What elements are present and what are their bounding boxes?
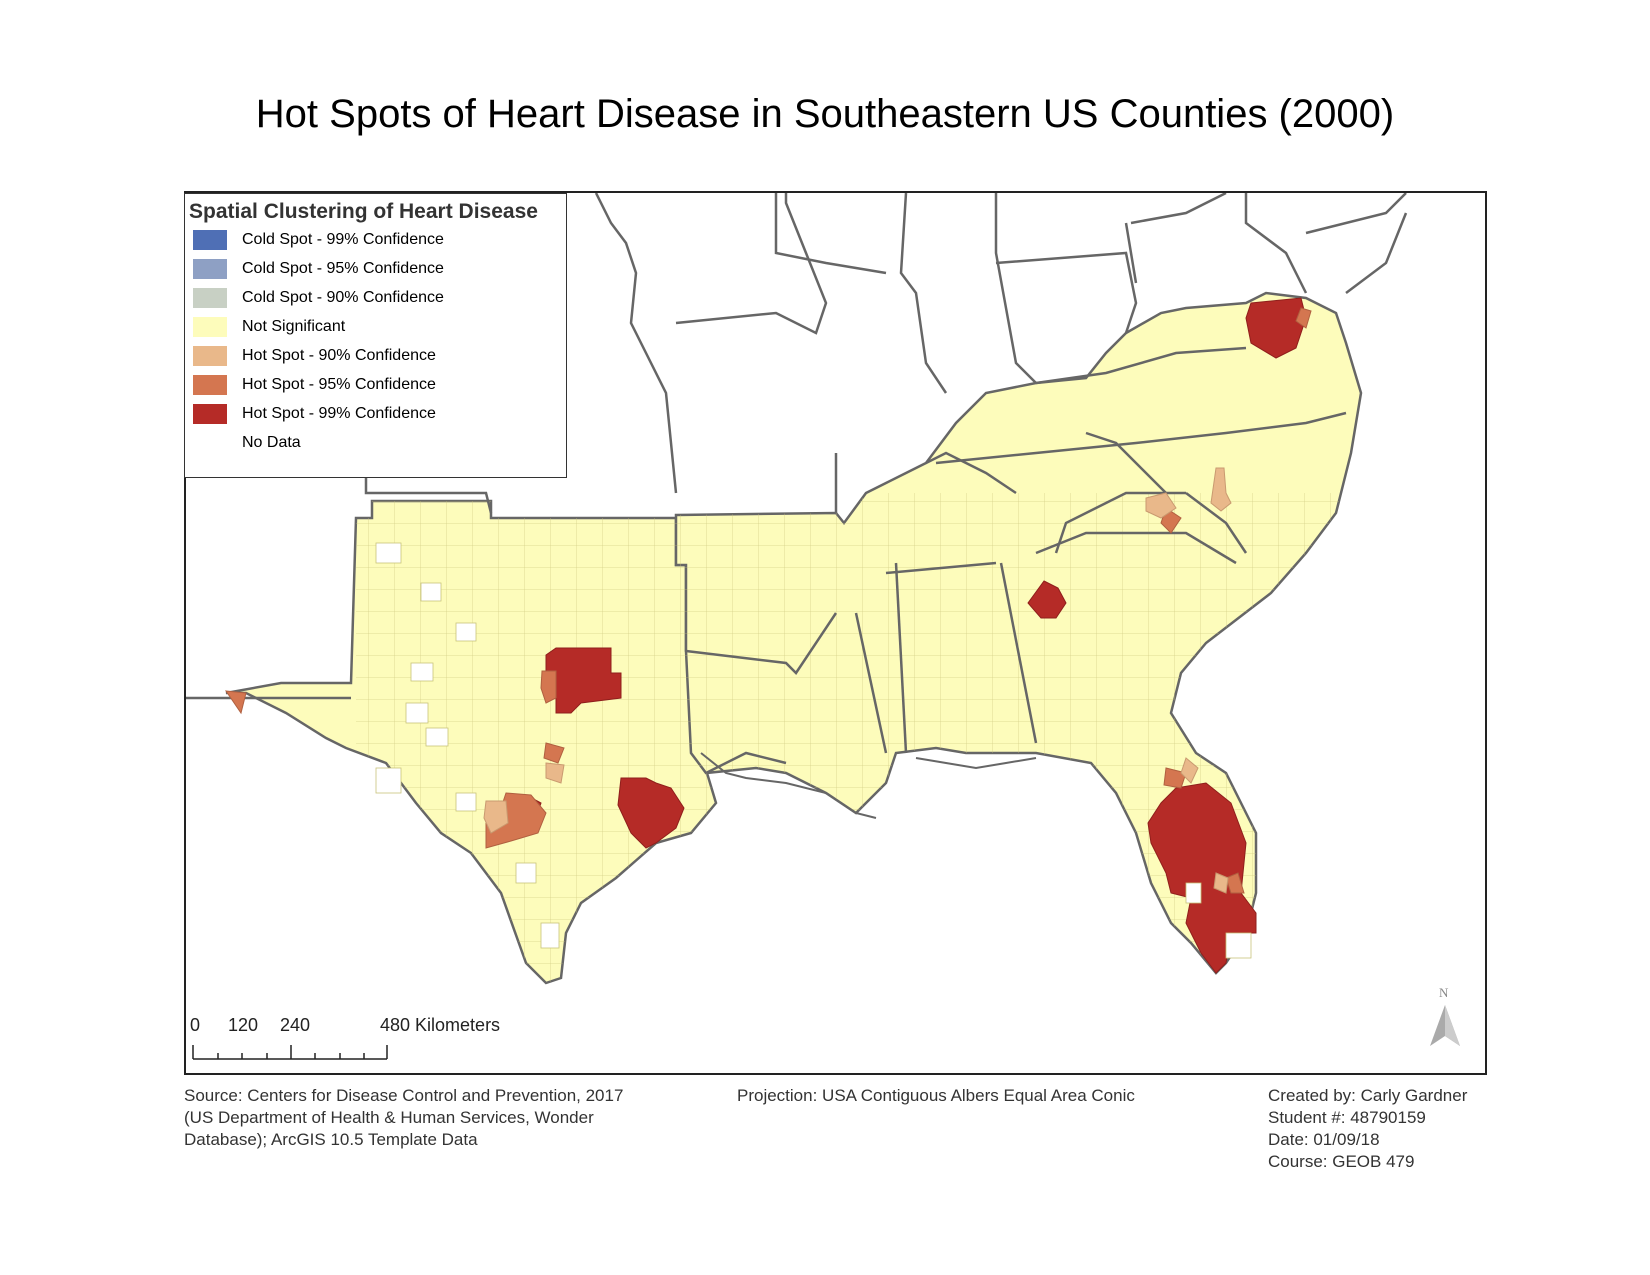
legend-swatch: [193, 346, 227, 366]
credits-line: Date: 01/09/18: [1268, 1130, 1380, 1149]
coastline: [700, 752, 1037, 819]
scale-bar-ticks: [192, 1045, 388, 1060]
source-line: (US Department of Health & Human Service…: [184, 1108, 594, 1127]
legend-label: Hot Spot - 95% Confidence: [242, 376, 436, 393]
scale-label-240: 240: [280, 1015, 311, 1035]
legend-swatch: [193, 317, 227, 337]
legend-swatch: [193, 259, 227, 279]
legend-swatch: [193, 230, 227, 250]
state-boundaries: [186, 193, 1408, 775]
map-canvas: [186, 193, 1408, 985]
north-arrow-icon: [1430, 1005, 1460, 1046]
map-frame: [184, 191, 1487, 1075]
hot-spots-99: [523, 297, 1307, 974]
legend: Spatial Clustering of Heart Disease Cold…: [184, 193, 567, 478]
hot-spot-houston: [617, 777, 685, 849]
legend-label: Cold Spot - 99% Confidence: [242, 231, 444, 248]
projection-line: Projection: USA Contiguous Albers Equal …: [737, 1086, 1135, 1105]
projection-text: Projection: USA Contiguous Albers Equal …: [737, 1085, 1135, 1107]
hot-spot-atlanta: [1027, 580, 1067, 619]
hot-spot-florida: [1147, 782, 1257, 974]
scale-label-480: 480 Kilometers: [380, 1015, 501, 1035]
legend-label: Cold Spot - 90% Confidence: [242, 289, 444, 306]
hot-spots-95: [224, 307, 1312, 894]
legend-label: Hot Spot - 99% Confidence: [242, 405, 436, 422]
legend-swatch: [193, 288, 227, 308]
credits-line: Course: GEOB 479: [1268, 1152, 1415, 1171]
source-line: Source: Centers for Disease Control and …: [184, 1086, 624, 1105]
legend-label: Cold Spot - 95% Confidence: [242, 260, 444, 277]
hot-spot-dc-baltimore: [1245, 297, 1307, 359]
no-data-counties: [375, 542, 1252, 959]
north-arrow: N: [1426, 985, 1466, 1055]
hot-spot-dfw: [545, 647, 622, 714]
legend-label: Not Significant: [242, 318, 346, 335]
legend-title: Spatial Clustering of Heart Disease: [189, 200, 538, 223]
legend-swatch: [193, 433, 227, 453]
source-line: Database); ArcGIS 10.5 Template Data: [184, 1130, 478, 1149]
map-title: Hot Spots of Heart Disease in Southeaste…: [255, 92, 1395, 136]
hot-spots-90: [483, 467, 1232, 894]
north-label: N: [1439, 985, 1449, 1000]
legend-label: Hot Spot - 90% Confidence: [242, 347, 436, 364]
credits-text: Created by: Carly Gardner Student #: 487…: [1268, 1085, 1467, 1173]
legend-swatch: [193, 375, 227, 395]
legend-swatch: [193, 404, 227, 424]
legend-label: No Data: [242, 434, 301, 451]
scale-label-0: 0: [190, 1015, 201, 1035]
scale-label-120: 120: [228, 1015, 259, 1035]
credits-line: Student #: 48790159: [1268, 1108, 1426, 1127]
credits-line: Created by: Carly Gardner: [1268, 1086, 1468, 1105]
source-text: Source: Centers for Disease Control and …: [184, 1085, 623, 1151]
